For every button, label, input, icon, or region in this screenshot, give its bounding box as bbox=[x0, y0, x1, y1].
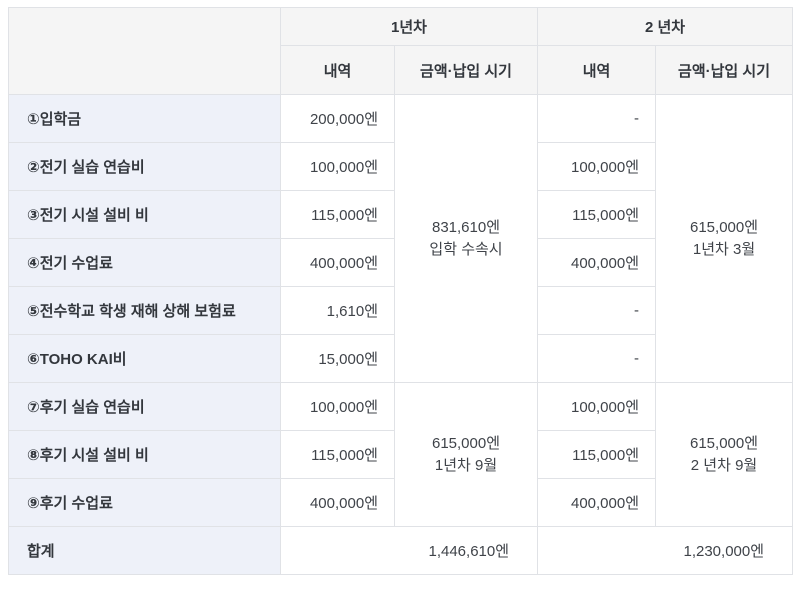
year2-amount: 115,000엔 bbox=[537, 430, 657, 479]
year2-amount: 400,000엔 bbox=[537, 478, 657, 527]
year1-amount: 15,000엔 bbox=[280, 334, 395, 383]
year1-payment-group-1: 831,610엔 입학 수속시 bbox=[393, 94, 539, 383]
year2-amount: 100,000엔 bbox=[537, 142, 657, 191]
payment-timing: 2 년차 9월 bbox=[690, 456, 758, 474]
year1-header: 1년차 bbox=[279, 7, 539, 46]
year2-payment-group-2: 615,000엔 2 년차 9월 bbox=[655, 382, 794, 527]
table-row: ⑨후기 수업료 400,000엔 400,000엔 bbox=[8, 478, 793, 527]
payment-amount: 615,000엔 bbox=[690, 218, 759, 236]
year1-amount: 400,000엔 bbox=[280, 238, 395, 287]
fee-row-label: ⑧후기 시설 설비 비 bbox=[8, 430, 281, 479]
year2-detail-header: 내역 bbox=[537, 45, 657, 95]
payment-timing: 입학 수속시 bbox=[429, 240, 503, 258]
year1-amount-timing-header: 금액·납입 시기 bbox=[393, 45, 539, 95]
year2-header: 2 년차 bbox=[537, 7, 794, 46]
year2-payment-group-1: 615,000엔 1년차 3월 bbox=[655, 94, 794, 383]
table-row: ⑧후기 시설 설비 비 115,000엔 115,000엔 bbox=[8, 430, 793, 479]
corner-header-cell bbox=[8, 7, 281, 95]
payment-amount: 831,610엔 bbox=[431, 218, 501, 236]
fee-row-label: ③전기 시설 설비 비 bbox=[8, 190, 281, 239]
year1-amount: 1,610엔 bbox=[280, 286, 395, 335]
table-row: ③전기 시설 설비 비 115,000엔 115,000엔 bbox=[8, 190, 793, 239]
year2-amount-timing-header: 금액·납입 시기 bbox=[655, 45, 794, 95]
year1-amount: 115,000엔 bbox=[280, 430, 395, 479]
year1-amount: 100,000엔 bbox=[280, 382, 395, 431]
year2-amount: 400,000엔 bbox=[537, 238, 657, 287]
total-label: 합계 bbox=[8, 526, 281, 575]
year1-amount: 100,000엔 bbox=[280, 142, 395, 191]
fee-row-label: ②전기 실습 연습비 bbox=[8, 142, 281, 191]
year1-total-amount: 1,446,610엔 bbox=[279, 526, 539, 575]
table-row: ④전기 수업료 400,000엔 400,000엔 bbox=[8, 238, 793, 287]
tuition-fee-table: 1년차 2 년차 내역 금액·납입 시기 내역 금액·납입 시기 ①입학금 20… bbox=[8, 7, 794, 575]
year2-amount: - bbox=[537, 286, 657, 335]
year1-amount: 400,000엔 bbox=[280, 478, 395, 527]
year2-amount: 100,000엔 bbox=[537, 382, 657, 431]
payment-amount: 615,000엔 bbox=[431, 434, 501, 452]
year2-amount: - bbox=[537, 94, 657, 143]
year1-payment-group-2: 615,000엔 1년차 9월 bbox=[393, 382, 539, 527]
fee-row-label: ⑥TOHO KAI비 bbox=[8, 334, 281, 383]
year1-detail-header: 내역 bbox=[280, 45, 395, 95]
payment-timing: 1년차 9월 bbox=[434, 456, 498, 474]
table-row: ②전기 실습 연습비 100,000엔 100,000엔 bbox=[8, 142, 793, 191]
table-row: ⑦후기 실습 연습비 100,000엔 615,000엔 1년차 9월 100,… bbox=[8, 382, 794, 527]
year1-amount: 115,000엔 bbox=[280, 190, 395, 239]
year2-amount: - bbox=[537, 334, 657, 383]
fee-row-label: ⑦후기 실습 연습비 bbox=[8, 382, 281, 431]
table-row: ①입학금 200,000엔 831,610엔 입학 수속시 - 615,000엔… bbox=[8, 94, 794, 383]
payment-timing: 1년차 3월 bbox=[692, 240, 756, 258]
payment-amount: 615,000엔 bbox=[690, 434, 759, 452]
total-row: 합계 1,446,610엔 1,230,000엔 bbox=[8, 526, 794, 575]
fee-row-label: ④전기 수업료 bbox=[8, 238, 281, 287]
table-row: ⑤전수학교 학생 재해 상해 보험료 1,610엔 - bbox=[8, 286, 793, 335]
fee-row-label: ⑤전수학교 학생 재해 상해 보험료 bbox=[8, 286, 281, 335]
year1-amount: 200,000엔 bbox=[280, 94, 395, 143]
year2-amount: 115,000엔 bbox=[537, 190, 657, 239]
fee-row-label: ①입학금 bbox=[8, 94, 281, 143]
year2-total-amount: 1,230,000엔 bbox=[537, 526, 794, 575]
fee-row-label: ⑨후기 수업료 bbox=[8, 478, 281, 527]
